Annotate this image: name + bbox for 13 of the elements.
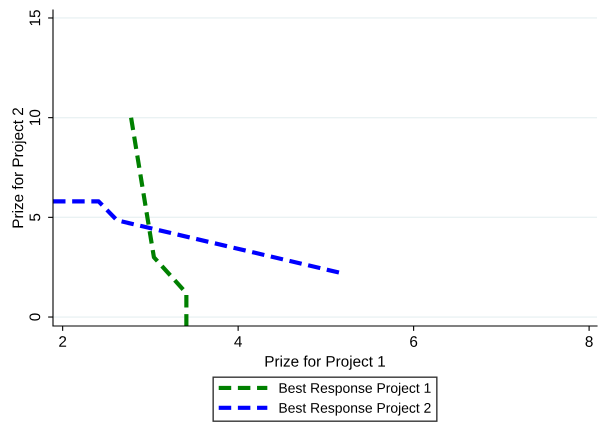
x-tick-label: 2 [59,336,66,347]
y-tick-label: 5 [30,214,40,221]
x-axis-title: Prize for Project 1 [266,356,385,370]
y-axis-title: Prize for Project 2 [12,108,26,228]
y-tick-label: 10 [29,110,40,125]
legend-label: Best Response Project 2 [280,402,431,416]
y-tick-label: 0 [29,313,40,321]
x-tick-label: 4 [234,336,242,347]
line-series [129,116,188,326]
x-tick-label: 8 [586,336,593,347]
x-tick-label: 6 [410,336,418,347]
legend-label: Best Response Project 1 [280,382,431,396]
y-tick-label: 15 [30,10,40,26]
